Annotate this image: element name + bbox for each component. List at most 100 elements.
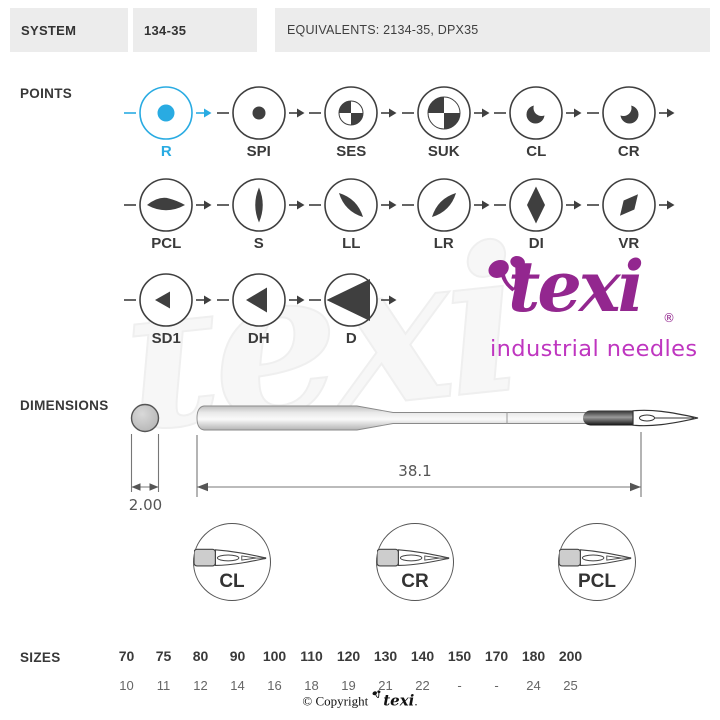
point-D: D [305,271,398,347]
point-icon-SUK [401,86,490,140]
point-LL: LL [305,176,398,252]
size-singer-70: 10 [119,678,134,693]
size-singer-200: 25 [563,678,578,693]
point-VR: VR [583,176,676,252]
point-PCL: PCL [120,176,213,252]
point-icon-D [309,273,397,327]
needle-body [196,405,646,431]
length-dimension-lines [196,432,642,497]
sizes-section-label: SIZES [20,650,61,665]
point-icon-LR [401,178,490,232]
size-singer-180: 24 [526,678,541,693]
size-nm-100: 100 [262,648,287,664]
point-S: S [213,176,306,252]
equivalents-text: EQUIVALENTS: 2134-35, DPX35 [287,23,479,37]
point-CR: CR [583,84,676,160]
size-singer-75: 11 [156,678,171,693]
size-singer-90: 14 [230,678,245,693]
point-icon-VR [586,178,675,232]
system-value: 134-35 [144,22,187,38]
equivalents-cell: EQUIVALENTS: 2134-35, DPX35 [275,8,710,52]
size-nm-130: 130 [373,648,398,664]
copyright-brand: texi [383,691,415,710]
sizes-row-singer: 10 11 12 14 16 18 19 21 22 - - 24 25 [108,664,598,693]
points-row-3: SD1 DH D [120,271,398,347]
size-nm-75: 75 [155,648,172,664]
point-icon-PCL [124,178,212,232]
size-nm-80: 80 [192,648,209,664]
size-nm-70: 70 [118,648,135,664]
size-nm-90: 90 [229,648,246,664]
point-label: CR [617,143,640,160]
point-SUK: SUK [398,84,491,160]
size-singer-140: 22 [415,678,430,693]
point-CL: CL [490,84,583,160]
point-label: D [345,330,357,347]
point-SES: SES [305,84,398,160]
point-icon-CR [586,86,675,140]
point-LR: LR [398,176,491,252]
point-label: DH [247,330,270,347]
size-nm-180: 180 [521,648,546,664]
point-label: PCL [151,235,182,252]
point-detail-PCL: PCL [558,523,636,601]
point-DI: DI [490,176,583,252]
point-icon-R [124,86,212,140]
point-icon-DH [216,273,305,327]
point-icon-SPI [216,86,305,140]
system-value-cell: 134-35 [133,8,257,52]
point-label: LL [342,235,361,252]
point-label: R [160,143,172,160]
point-label: SPI [246,143,271,160]
point-R: R [120,84,213,160]
size-nm-120: 120 [336,648,361,664]
size-singer-110: 18 [304,678,319,693]
length-value: 38.1 [398,462,431,480]
point-DH: DH [213,271,306,347]
butterfly-icon [488,255,525,292]
copyright-prefix: © Copyright [302,693,369,709]
point-icon-CL [494,86,582,140]
needle-tip-drawing [194,548,267,567]
size-nm-170: 170 [484,648,509,664]
detail-label: PCL [578,571,616,592]
size-nm-150: 150 [447,648,472,664]
size-singer-130: 21 [378,678,393,693]
point-SD1: SD1 [120,271,213,347]
size-singer-170: - [494,678,499,693]
needle-scarf [583,410,641,426]
point-icon-SES [309,86,397,140]
diameter-value: 2.00 [129,496,162,514]
size-singer-100: 16 [267,678,282,693]
point-icon-LL [309,178,397,232]
size-nm-110: 110 [300,648,323,664]
point-label: S [253,235,264,252]
diameter-dimension-lines [130,434,160,492]
point-label: LR [433,235,454,252]
copyright-line: © Copyright texi. [0,690,720,709]
point-icon-SD1 [124,273,212,327]
texi-logo-text: texi [508,245,644,328]
point-label: SUK [427,143,460,160]
size-singer-150: - [457,678,462,693]
texi-mini-logo-icon [372,690,381,699]
dimensions-section-label: DIMENSIONS [20,398,109,413]
registered-mark: ® [663,311,675,325]
size-singer-80: 12 [193,678,208,693]
size-nm-140: 140 [410,648,435,664]
size-singer-120: 19 [341,678,356,693]
size-nm-200: 200 [558,648,583,664]
needle-eye-hole [639,414,655,422]
sizes-row-nm: 70 75 80 90 100 110 120 130 140 150 170 180 200 [108,648,598,664]
point-label: CL [526,143,547,160]
point-label: VR [618,235,640,252]
system-label: SYSTEM [21,22,77,38]
detail-label: CL [219,571,245,592]
points-row-1: R SPI SES SUK CL CR [120,84,675,160]
needle-tip-drawing [559,548,632,567]
point-label: DI [528,235,544,252]
point-icon-DI [494,178,582,232]
system-header-cell: SYSTEM [10,8,128,52]
sizes-table: 70 75 80 90 100 110 120 130 140 150 170 180 200 10 11… [108,648,598,693]
